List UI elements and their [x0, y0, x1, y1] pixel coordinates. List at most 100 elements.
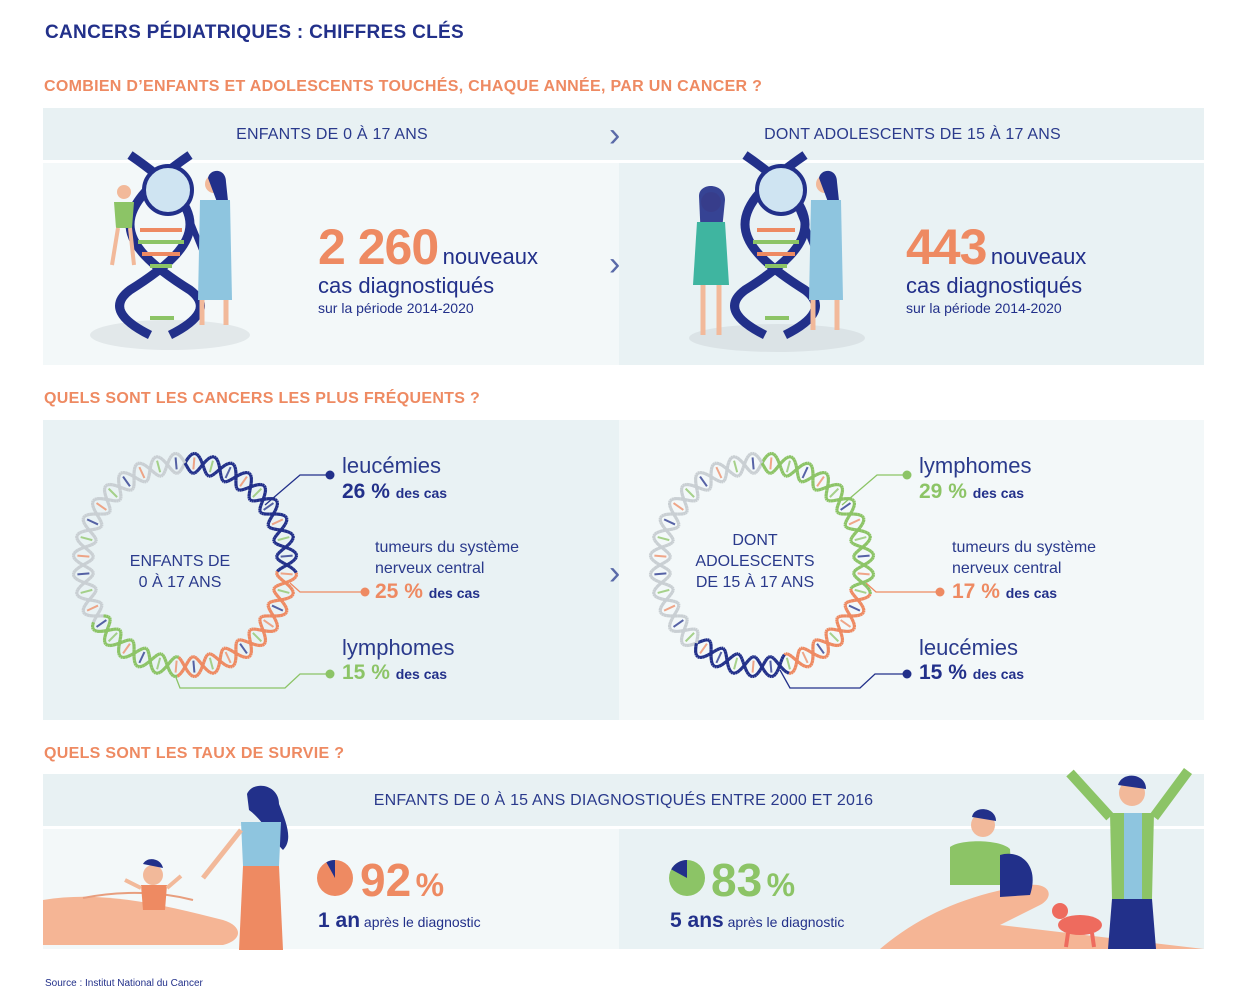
dna-strand-segment	[699, 486, 704, 491]
dna-strand-segment	[139, 461, 143, 466]
dna-strand-segment	[163, 664, 169, 670]
dna-strand-segment	[681, 642, 686, 647]
dna-strand-segment	[798, 463, 804, 469]
dna-strand-segment	[247, 636, 252, 640]
dna-strand-segment	[183, 666, 189, 671]
dna-strand-segment	[172, 655, 177, 660]
dna-strand-segment	[736, 456, 741, 461]
dna-strand-segment	[76, 531, 81, 536]
dna-strand-segment	[839, 641, 844, 646]
dna-strand-segment	[775, 457, 780, 462]
dna-strand-segment	[143, 661, 149, 667]
dna-strand-segment	[864, 583, 869, 589]
dna-strand-segment	[747, 452, 752, 457]
dna-strand-segment	[86, 548, 91, 553]
dna-rung	[715, 466, 723, 479]
dna-strand-segment	[234, 485, 239, 489]
dna-strand-segment	[867, 593, 872, 597]
dna-strand-segment	[854, 558, 859, 563]
dna-rung	[715, 651, 723, 664]
dna-strand-segment	[193, 655, 198, 660]
dna-strand-segment	[231, 663, 235, 668]
dna-strand-segment	[747, 468, 752, 473]
dna-strand-segment	[850, 507, 855, 512]
dna-strand-segment	[812, 487, 817, 491]
dna-strand-segment	[85, 597, 90, 602]
dna-strand-segment	[680, 633, 685, 638]
dna-strand-segment	[708, 485, 713, 489]
dna-rung	[80, 536, 93, 542]
dna-strand-segment	[273, 618, 278, 623]
dna-strand-segment	[808, 663, 812, 668]
dna-strand-segment	[795, 653, 800, 658]
dna-strand-segment	[105, 614, 109, 619]
dna-strand-segment	[672, 526, 676, 531]
dna-strand-segment	[279, 598, 285, 604]
dna-strand-segment	[843, 521, 848, 525]
dna-strand-segment	[860, 611, 865, 615]
dna-strand-segment	[287, 583, 292, 589]
dna-strand-segment	[204, 653, 209, 658]
dna-strand-segment	[760, 462, 766, 467]
dna-strand-segment	[667, 568, 671, 573]
dna-strand-segment	[866, 531, 871, 536]
dna-strand-segment	[667, 552, 672, 557]
dna-strand-segment	[88, 575, 93, 580]
dna-strand-segment	[238, 653, 243, 658]
dna-strand-segment	[188, 656, 193, 660]
dna-strand-segment	[670, 589, 675, 594]
dna-strand-segment	[110, 498, 114, 503]
dna-strand-segment	[163, 658, 168, 663]
dna-strand-segment	[835, 510, 839, 513]
dna-strand-segment	[708, 641, 713, 645]
dna-strand-segment	[657, 581, 663, 587]
dna-strand-segment	[246, 655, 250, 659]
dna-rung	[86, 604, 99, 612]
survival-5-years-caption: 5 ans après le diagnostic	[670, 909, 844, 933]
dna-strand-segment	[820, 486, 825, 491]
dna-strand-segment	[823, 655, 827, 659]
dna-rung	[80, 588, 93, 594]
dna-strand-segment	[266, 605, 271, 609]
dna-strand-segment	[256, 498, 260, 503]
dna-strand-segment	[720, 463, 726, 469]
dna-strand-segment	[273, 541, 278, 546]
dna-strand-segment	[663, 512, 668, 517]
dna-strand-segment	[84, 544, 89, 549]
dna-strand-segment	[118, 485, 124, 490]
dna-strand-segment	[98, 606, 103, 611]
dna-rung	[672, 619, 684, 628]
dna-strand-segment	[185, 669, 191, 674]
dna-strand-segment	[803, 647, 808, 652]
dna-strand-segment	[795, 468, 800, 473]
dna-strand-segment	[90, 531, 95, 537]
cancer-type-leukemia-teen: leucémies	[919, 635, 1019, 660]
dna-strand-segment	[770, 470, 775, 475]
dna-strand-segment	[149, 467, 154, 473]
dna-strand-segment	[90, 568, 94, 573]
dna-strand-segment	[213, 670, 217, 675]
dna-strand-segment	[261, 483, 266, 488]
dna-strand-segment	[73, 567, 79, 572]
dna-strand-segment	[293, 556, 298, 561]
dna-strand-segment	[695, 485, 701, 490]
dna-strand-segment	[656, 595, 661, 600]
dna-strand-segment	[273, 527, 278, 532]
dna-strand-segment	[802, 646, 806, 651]
dna-strand-segment	[826, 652, 830, 656]
dna-strand-segment	[203, 458, 209, 463]
dna-strand-segment	[860, 561, 865, 567]
dna-strand-segment	[723, 475, 728, 479]
dna-doctor-child-illustration	[90, 151, 250, 350]
cancer-type-line: tumeurs du système	[952, 539, 1097, 556]
survival-1-year-rate: 92 %	[360, 857, 444, 904]
incidence-right-nouveaux: nouveaux	[990, 244, 1087, 269]
dna-strand-segment	[734, 455, 738, 460]
dna-rung	[854, 536, 867, 542]
dna-strand-segment	[653, 559, 658, 565]
dna-strand-segment	[788, 653, 793, 658]
dna-strand-segment	[865, 547, 870, 552]
cancer-type-line: nerveux central	[952, 560, 1062, 577]
dna-strand-segment	[741, 464, 746, 469]
dna-strand-segment	[198, 457, 203, 462]
